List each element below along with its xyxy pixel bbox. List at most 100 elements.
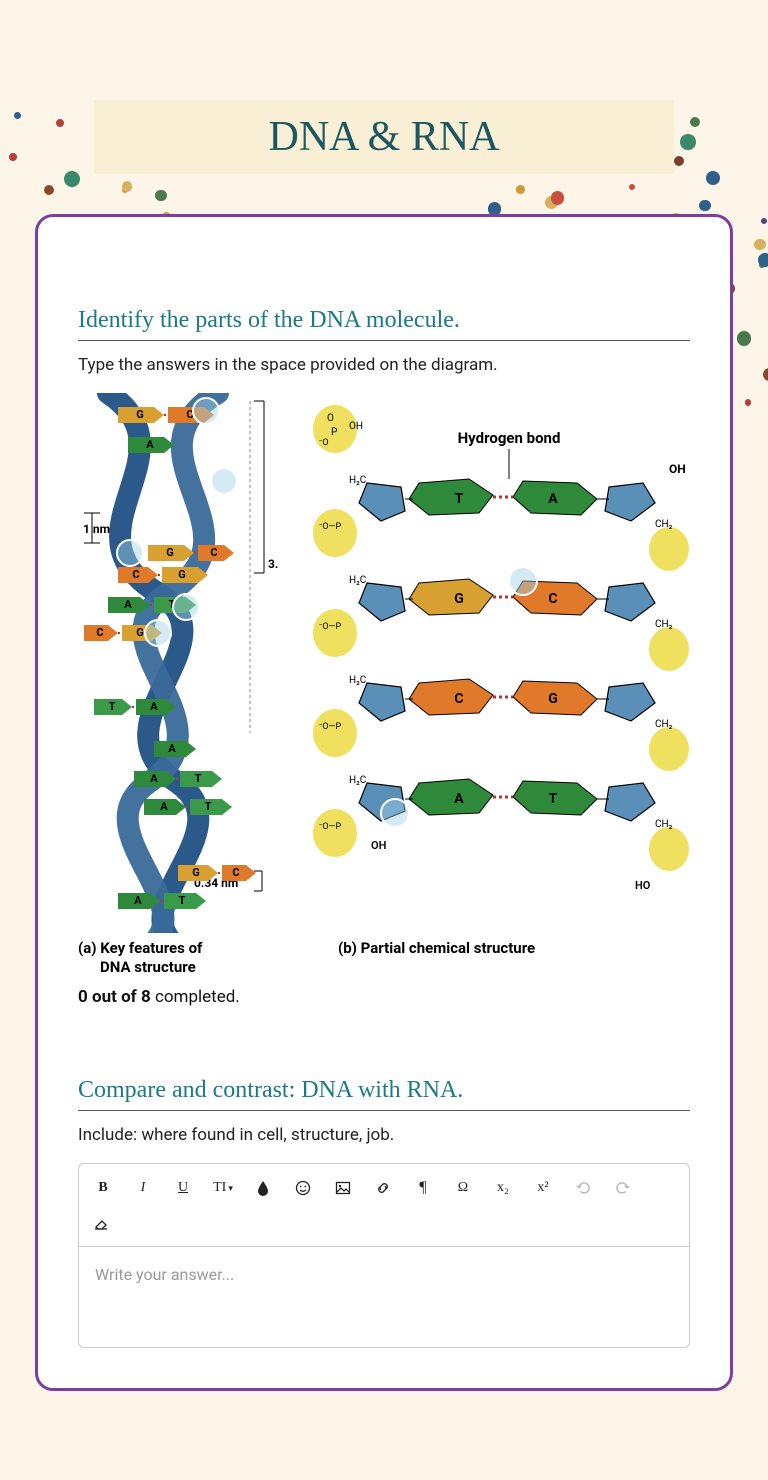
undo-icon bbox=[575, 1180, 591, 1196]
superscript-button[interactable]: x² bbox=[523, 1170, 563, 1206]
svg-text:C: C bbox=[454, 691, 463, 707]
svg-text:A: A bbox=[124, 598, 132, 611]
question2-subtitle: Include: where found in cell, structure,… bbox=[78, 1125, 690, 1145]
svg-text:⁻O—P: ⁻O—P bbox=[319, 822, 342, 832]
svg-text:O: O bbox=[327, 413, 334, 424]
svg-text:A: A bbox=[150, 772, 158, 785]
undo-button[interactable] bbox=[563, 1170, 603, 1206]
fontsize-label: TI bbox=[213, 1180, 226, 1196]
svg-text:⁻O—P: ⁻O—P bbox=[319, 622, 342, 632]
svg-text:CH₂: CH₂ bbox=[655, 819, 673, 830]
svg-text:OH: OH bbox=[669, 462, 686, 476]
svg-text:CH₂: CH₂ bbox=[655, 719, 673, 730]
svg-text:G: G bbox=[192, 866, 200, 879]
eraser-icon bbox=[93, 1215, 109, 1231]
svg-text:A: A bbox=[548, 491, 558, 507]
omega-label: Ω bbox=[458, 1180, 468, 1196]
svg-text:OH: OH bbox=[349, 421, 363, 432]
droplet-icon bbox=[255, 1180, 271, 1196]
svg-text:⁻O—P: ⁻O—P bbox=[319, 722, 342, 732]
eraser-button[interactable] bbox=[83, 1206, 685, 1240]
svg-text:P: P bbox=[331, 427, 337, 438]
svg-text:C: C bbox=[132, 568, 139, 581]
bold-button[interactable]: B bbox=[83, 1170, 123, 1206]
svg-text:G: G bbox=[548, 691, 558, 707]
svg-text:C: C bbox=[548, 591, 557, 607]
paragraph-button[interactable]: ¶ bbox=[403, 1170, 443, 1206]
svg-text:⁻O—P: ⁻O—P bbox=[319, 522, 342, 532]
svg-text:C: C bbox=[232, 866, 239, 879]
underline-label: U bbox=[178, 1180, 188, 1196]
question1-title: Identify the parts of the DNA molecule. bbox=[78, 307, 690, 341]
svg-text:HO: HO bbox=[635, 879, 651, 892]
question2-title: Compare and contrast: DNA with RNA. bbox=[78, 1077, 690, 1111]
svg-text:3.4 nm: 3.4 nm bbox=[268, 557, 278, 571]
symbol-button[interactable]: Ω bbox=[443, 1170, 483, 1206]
italic-label: I bbox=[141, 1180, 146, 1196]
progress-text: 0 out of 8 completed. bbox=[78, 987, 690, 1007]
diagram-b[interactable]: Hydrogen bond OH O OH P ⁻O ⁻O—P H₂C CH₂ T A ⁻… bbox=[308, 393, 690, 977]
svg-text:OH: OH bbox=[371, 839, 387, 852]
svg-text:A: A bbox=[454, 791, 464, 807]
svg-text:H₂C: H₂C bbox=[349, 775, 367, 786]
svg-text:A: A bbox=[134, 894, 142, 907]
progress-rest: completed. bbox=[151, 987, 240, 1007]
caption-a-line2: DNA structure bbox=[100, 958, 278, 977]
answer-textarea[interactable]: Write your answer... bbox=[79, 1247, 689, 1347]
chem-svg: Hydrogen bond OH O OH P ⁻O ⁻O—P H₂C CH₂ T A ⁻… bbox=[308, 393, 690, 933]
svg-text:G: G bbox=[166, 546, 174, 559]
svg-text:CH₂: CH₂ bbox=[655, 619, 673, 630]
svg-text:G: G bbox=[136, 408, 144, 421]
redo-button[interactable] bbox=[603, 1170, 643, 1206]
svg-text:A: A bbox=[168, 742, 176, 755]
svg-text:H₂C: H₂C bbox=[349, 675, 367, 686]
helix-svg: 1 nm 3.4 nm 0.34 nm G C A bbox=[78, 393, 278, 933]
smile-icon bbox=[295, 1180, 311, 1196]
page-title: DNA & RNA bbox=[268, 113, 499, 161]
question1-subtitle: Type the answers in the space provided o… bbox=[78, 355, 690, 375]
svg-text:A: A bbox=[160, 800, 168, 813]
svg-text:CH₂: CH₂ bbox=[655, 519, 673, 530]
image-button[interactable] bbox=[323, 1170, 363, 1206]
svg-text:H₂C: H₂C bbox=[349, 475, 367, 486]
link-icon bbox=[375, 1180, 391, 1196]
svg-text:G: G bbox=[136, 626, 144, 639]
svg-text:H₂C: H₂C bbox=[349, 575, 367, 586]
svg-text:T: T bbox=[179, 894, 186, 907]
rich-text-editor: B I U TI ¶ Ω x₂ x² Write your answer... bbox=[78, 1163, 690, 1348]
diagram-row: 1 nm 3.4 nm 0.34 nm G C A bbox=[78, 393, 690, 977]
svg-text:T: T bbox=[109, 700, 116, 713]
emoji-button[interactable] bbox=[283, 1170, 323, 1206]
italic-button[interactable]: I bbox=[123, 1170, 163, 1206]
subscript-button[interactable]: x₂ bbox=[483, 1170, 523, 1206]
image-icon bbox=[335, 1180, 351, 1196]
svg-text:Hydrogen bond: Hydrogen bond bbox=[458, 429, 561, 447]
svg-text:A: A bbox=[150, 700, 158, 713]
editor-toolbar: B I U TI ¶ Ω x₂ x² bbox=[79, 1164, 689, 1247]
fontsize-button[interactable]: TI bbox=[203, 1170, 243, 1206]
svg-text:G: G bbox=[454, 591, 464, 607]
caption-a: (a) Key features of DNA structure bbox=[78, 939, 278, 977]
placeholder-text: Write your answer... bbox=[95, 1265, 234, 1284]
svg-text:C: C bbox=[210, 546, 217, 559]
sup-label: x² bbox=[537, 1180, 548, 1196]
bold-label: B bbox=[98, 1180, 107, 1196]
svg-text:T: T bbox=[205, 800, 212, 813]
svg-text:A: A bbox=[146, 438, 154, 451]
svg-text:1 nm: 1 nm bbox=[83, 522, 110, 536]
progress-bold: 0 out of 8 bbox=[78, 987, 151, 1007]
color-button[interactable] bbox=[243, 1170, 283, 1206]
sub-label: x₂ bbox=[497, 1180, 509, 1196]
svg-text:T: T bbox=[455, 491, 464, 507]
link-button[interactable] bbox=[363, 1170, 403, 1206]
caption-a-line1: Key features of bbox=[100, 939, 202, 957]
page-title-banner: DNA & RNA bbox=[94, 100, 674, 174]
caption-a-prefix: (a) bbox=[78, 939, 100, 957]
diagram-a[interactable]: 1 nm 3.4 nm 0.34 nm G C A bbox=[78, 393, 278, 977]
svg-text:G: G bbox=[178, 568, 186, 581]
underline-button[interactable]: U bbox=[163, 1170, 203, 1206]
svg-text:T: T bbox=[195, 772, 202, 785]
svg-text:⁻O: ⁻O bbox=[319, 438, 329, 448]
worksheet-card: Identify the parts of the DNA molecule. … bbox=[35, 214, 733, 1391]
svg-text:T: T bbox=[549, 791, 558, 807]
